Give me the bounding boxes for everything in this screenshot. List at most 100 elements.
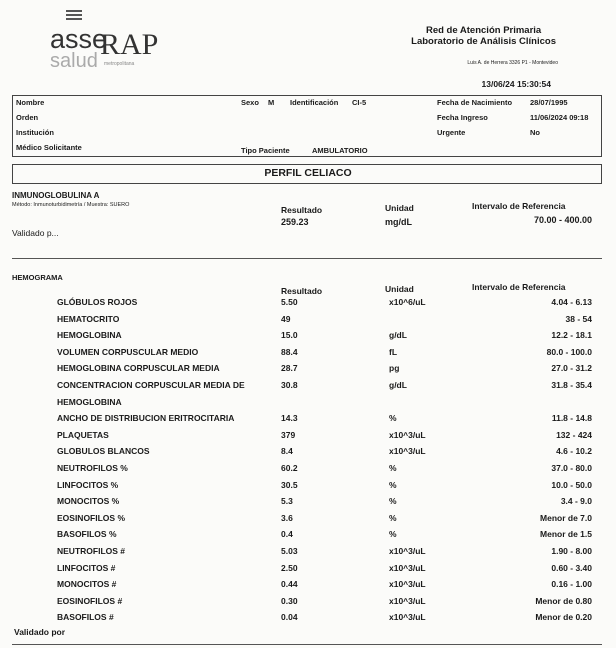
- reference-range: 10.0 - 50.0: [551, 479, 592, 490]
- reference-range: 11.8 - 14.8: [551, 413, 592, 424]
- table-row: PLAQUETAS 379 x10^3/uL 132 - 424: [0, 430, 616, 446]
- unit-value: g/dL: [389, 380, 407, 390]
- unit-value: g/dL: [389, 330, 407, 341]
- logo-rap-sub: metropolitana: [104, 61, 135, 67]
- iga-col-result: Resultado: [281, 205, 323, 215]
- org-line1: Red de Atención Primaria: [425, 25, 542, 36]
- table-row: BASOFILOS # 0.04 x10^3/uL Menor de 0.20: [0, 612, 616, 628]
- sexo-value: M: [268, 98, 275, 107]
- section-title-box: [12, 164, 602, 184]
- result-value: 0.04: [281, 612, 298, 623]
- table-row: NEUTROFILOS % 60.2% 37.0 - 80.0: [0, 463, 616, 479]
- table-row: MONOCITOS % 5.3% 3.4 - 9.0: [0, 496, 616, 512]
- test-name: HEMOGLOBINA: [57, 396, 122, 407]
- divider: [12, 258, 602, 260]
- identificacion-value: CI-5: [352, 98, 367, 107]
- iga-col-ref: Intervalo de Referencia: [472, 201, 566, 211]
- unit-value: fL: [389, 346, 398, 357]
- result-value: 49: [281, 313, 291, 324]
- unit-value: x10^3/uL: [389, 612, 426, 623]
- table-row: HEMOGLOBINA CORPUSCULAR MEDIA 28.7 pg 27.0 …: [0, 363, 616, 379]
- logo-salud: salud: [50, 50, 98, 72]
- urgente-label: Urgente: [437, 128, 466, 137]
- table-row: ANCHO DE DISTRIBUCION ERITROCITARIA 14.3%…: [0, 413, 616, 429]
- result-value: 0.30: [281, 595, 298, 606]
- result-value: 0.4: [281, 529, 293, 540]
- tipo-value: AMBULATORIO: [312, 146, 368, 155]
- result-value: 8.4: [281, 446, 293, 457]
- nacimiento-value: 28/07/1995: [530, 98, 568, 107]
- sexo-label: Sexo: [241, 98, 259, 107]
- orden-label: Orden: [16, 113, 39, 122]
- iga-result: 259.23: [281, 217, 309, 227]
- test-name: NEUTROFILOS %: [57, 463, 128, 473]
- reference-range: 12.2 - 18.1: [551, 330, 592, 341]
- iga-ref: 70.00 - 400.00: [533, 215, 592, 225]
- table-row: LINFOCITOS % 30.5% 10.0 - 50.0: [0, 480, 616, 496]
- logo-rap: RAP: [100, 28, 159, 61]
- test-name: MONOCITOS #: [57, 579, 117, 590]
- unit-value: x10^3/uL: [389, 595, 426, 606]
- unit-value: x10^3/uL: [389, 446, 426, 457]
- ingreso-label: Fecha Ingreso: [437, 113, 488, 122]
- result-value: 5.50: [281, 297, 298, 307]
- reference-range: Menor de 1.5: [540, 529, 592, 540]
- test-name: CONCENTRACION CORPUSCULAR MEDIA DE: [57, 380, 245, 390]
- nombre-label: Nombre: [16, 98, 45, 107]
- reference-range: 38 - 54: [565, 313, 592, 324]
- result-value: 88.4: [281, 346, 298, 357]
- institucion-label: Institución: [16, 128, 54, 137]
- result-value: 0.44: [281, 579, 298, 590]
- table-row: NEUTROFILOS # 5.03 x10^3/uL 1.90 - 8.00: [0, 546, 616, 562]
- result-value: 30.8: [281, 380, 298, 390]
- iga-title: INMUNOGLOBULINA A: [12, 191, 100, 200]
- table-row: HEMATOCRITO 49 38 - 54: [0, 314, 616, 330]
- address: Luis A. de Herrera 3326 P1 - Montevideo: [467, 60, 558, 66]
- hemograma-title: HEMOGRAMA: [12, 273, 63, 282]
- section-title: PERFIL CELIACO: [264, 167, 352, 179]
- iga-validated: Validado p...: [12, 228, 59, 238]
- result-value: 2.50: [281, 562, 298, 573]
- test-name: BASOFILOS #: [57, 612, 114, 623]
- unit-value: %: [389, 529, 397, 540]
- result-value: 14.3: [281, 413, 298, 424]
- reference-range: 0.16 - 1.00: [551, 579, 592, 590]
- test-name: HEMOGLOBINA CORPUSCULAR MEDIA: [57, 363, 220, 374]
- table-row: BASOFILOS % 0.4% Menor de 1.5: [0, 529, 616, 545]
- test-name: HEMATOCRITO: [57, 313, 120, 324]
- unit-value: x10^6/uL: [389, 297, 426, 307]
- reference-range: Menor de 0.80: [535, 595, 592, 606]
- table-row: EOSINOFILOS % 3.6% Menor de 7.0: [0, 513, 616, 529]
- unit-value: x10^3/uL: [389, 546, 426, 556]
- iga-method: Método: Inmunoturbidimetría / Muestra: S…: [12, 202, 130, 208]
- test-name: EOSINOFILOS #: [57, 595, 123, 606]
- test-name: LINFOCITOS #: [57, 562, 116, 573]
- reference-range: 37.0 - 80.0: [551, 463, 592, 473]
- test-name: NEUTROFILOS #: [57, 546, 126, 556]
- org-name: Red de Atención Primaria Laboratorio de …: [411, 25, 556, 47]
- identificacion-label: Identificación: [290, 98, 339, 107]
- reference-range: Menor de 7.0: [540, 512, 592, 523]
- test-name: LINFOCITOS %: [57, 479, 119, 490]
- hemo-col-unit: Unidad: [385, 284, 414, 294]
- result-value: 3.6: [281, 512, 293, 523]
- iga-col-unit: Unidad: [385, 203, 414, 213]
- table-row: LINFOCITOS # 2.50 x10^3/uL 0.60 - 3.40: [0, 563, 616, 579]
- table-row: CONCENTRACION CORPUSCULAR MEDIA DE 30.8 g/…: [0, 380, 616, 396]
- patient-box: [12, 95, 602, 157]
- test-name: EOSINOFILOS %: [57, 512, 126, 523]
- bottom-divider: [12, 644, 602, 646]
- nacimiento-label: Fecha de Nacimiento: [437, 98, 513, 107]
- test-name: VOLUMEN CORPUSCULAR MEDIO: [57, 346, 199, 357]
- unit-value: %: [389, 479, 397, 490]
- table-row: MONOCITOS # 0.44 x10^3/uL 0.16 - 1.00: [0, 579, 616, 595]
- reference-range: 80.0 - 100.0: [546, 346, 592, 357]
- medico-label: Médico Solicitante: [16, 143, 82, 152]
- result-value: 60.2: [281, 463, 298, 473]
- result-value: 15.0: [281, 330, 298, 341]
- unit-value: %: [389, 512, 397, 523]
- reference-range: 3.4 - 9.0: [560, 496, 592, 507]
- urgente-value: No: [530, 128, 540, 137]
- table-row: EOSINOFILOS # 0.30 x10^3/uL Menor de 0.80: [0, 596, 616, 612]
